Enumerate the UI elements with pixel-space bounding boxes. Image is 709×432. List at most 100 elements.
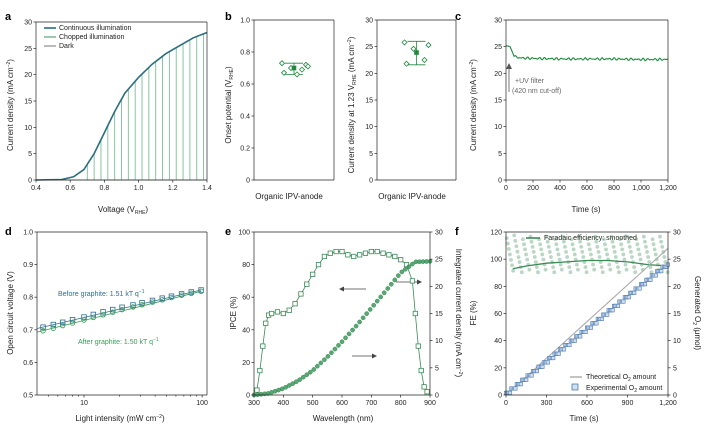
f-fe-raw-point (569, 237, 574, 242)
b-right-ytick-label: 0 (369, 178, 373, 185)
a-legend-chopped: Chopped illumination (59, 34, 124, 41)
f-experimental-point (529, 373, 534, 378)
a-legend-dark: Dark (59, 43, 74, 50)
f-fe-raw-point (581, 255, 586, 259)
f-fe-raw-point (514, 244, 519, 249)
d-after-point (119, 306, 125, 313)
e-right-ytick-label: 10 (435, 338, 443, 345)
b-right-ytick-label: 30 (365, 18, 373, 25)
d-after-point (149, 299, 156, 305)
e-ipce-point (254, 387, 260, 393)
e-integrated-point (300, 374, 306, 380)
f-fe-raw-point (659, 239, 664, 244)
e-integrated-point (308, 369, 313, 375)
d-ytick-label: 0.8 (23, 295, 33, 302)
a-ytick-label: 25 (24, 46, 32, 53)
f-fe-raw-point (613, 255, 618, 259)
f-fe-raw-point (610, 239, 615, 244)
f-experimental-point (545, 360, 550, 365)
b-right-ytick-label: 5 (369, 151, 373, 158)
f-ytick-label: 20 (494, 365, 502, 372)
a-ytick-label: 10 (24, 125, 32, 132)
e-arrows (339, 279, 422, 359)
f-fe-raw-point (607, 262, 612, 267)
e-integrated-point (353, 323, 359, 329)
f-legend-experimental: Experimental O2 amount (586, 385, 662, 394)
f-fe-raw-point (531, 250, 536, 254)
e-ytick-label: 20 (242, 360, 250, 367)
panel-a: Voltage (VRHE) Current density (mA cm−2)… (6, 25, 148, 216)
d-after-point (90, 314, 97, 321)
f-fe-raw-point (619, 242, 624, 247)
f-fe-raw-point (508, 252, 512, 257)
f-fe-raw-point (547, 250, 552, 254)
f-fe-raw-point (506, 247, 511, 251)
f-fe-raw-point (513, 238, 518, 243)
f-fe-raw-point (586, 242, 591, 247)
e-integrated-point (392, 277, 398, 283)
f-fe-raw-point (650, 237, 655, 242)
f-fe-raw-point (645, 250, 649, 254)
a-ytick-label: 0 (28, 178, 32, 185)
e-right-ytick-label: 25 (435, 257, 443, 264)
f-xtick-label: 300 (541, 400, 553, 407)
f-fe-raw-point (533, 260, 538, 264)
f-experimental-point (567, 343, 572, 348)
f-xtick-label: 0 (504, 400, 508, 407)
e-integrated-point (336, 343, 341, 348)
e-integrated-point (343, 335, 348, 341)
e-integrated-point (339, 339, 345, 345)
f-fe-raw-point (647, 260, 652, 264)
f-fe-raw-point (552, 270, 557, 275)
f-right-ylabel: Generated O2 (μmol) (691, 276, 702, 350)
panel-label-d: d (5, 226, 12, 238)
b-right-ytick-label: 25 (365, 44, 373, 51)
f-fe-raw-point (600, 270, 605, 275)
b-left-mean-marker (291, 65, 297, 71)
d-after-point (178, 292, 185, 298)
panel-label-c: c (455, 11, 461, 23)
e-ipce-point (415, 343, 421, 349)
d-before-point (100, 309, 106, 315)
e-ipce-point (298, 291, 304, 297)
e-integrated-point (403, 266, 408, 272)
a-legend: Continuous illumination Chopped illumina… (44, 25, 131, 50)
f-experimental-point (637, 286, 642, 291)
c-ytick-label: 15 (494, 98, 502, 105)
e-ytick-label: 40 (242, 327, 250, 334)
f-experimental-point (610, 308, 615, 313)
f-fe-raw-point (525, 257, 530, 262)
e-right-ytick-label: 30 (435, 230, 443, 237)
f-fe-raw-point (535, 265, 539, 270)
e-ytick-label: 80 (242, 262, 250, 269)
d-ytick-label: 0.6 (23, 360, 33, 367)
d-before-point (110, 306, 116, 313)
f-fe-raw-point (544, 234, 549, 239)
d-before-point (130, 302, 136, 308)
f-right-ytick-label: 0 (673, 393, 677, 400)
e-right-ytick-label: 20 (435, 284, 443, 291)
d-after-point (139, 301, 145, 308)
f-fe-raw-point (621, 252, 626, 257)
f-fe-raw-point (530, 244, 535, 249)
d-after-point (40, 328, 46, 334)
e-ipce-point (327, 250, 333, 256)
f-fe-raw-point (517, 260, 522, 264)
f-fe-raw-point (646, 255, 651, 259)
f-fe-raw-point (636, 247, 641, 252)
e-ipce-point (315, 261, 322, 268)
c-xtick-label: 200 (527, 185, 539, 192)
e-integrated-point (315, 363, 320, 369)
f-fe-raw-point (546, 244, 551, 249)
e-right-ytick-label: 5 (435, 365, 439, 372)
b-left-point (278, 60, 286, 67)
d-after-point (100, 312, 106, 318)
f-fe-raw-point (524, 252, 529, 257)
d-before-point (81, 314, 87, 320)
f-fe-raw-point (540, 252, 545, 257)
f-fe-raw-point (551, 265, 556, 270)
b-right-point (425, 42, 432, 49)
f-legend-fe: Faradaic efficiency: smoothed (544, 235, 637, 242)
f-fe-raw-point (585, 237, 590, 242)
e-xlabel: Wavelength (nm) (313, 414, 374, 423)
